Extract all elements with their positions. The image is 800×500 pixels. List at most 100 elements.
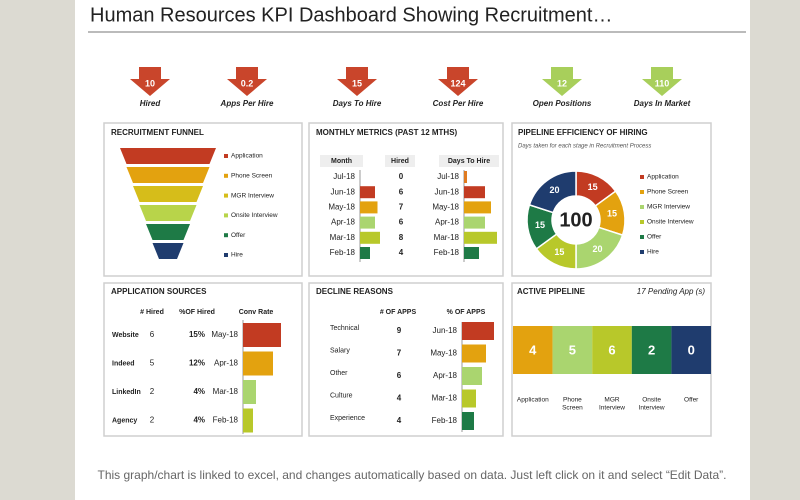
panel-title: PIPELINE EFFICIENCY OF HIRING [518, 128, 648, 137]
legend-label: Phone Screen [231, 173, 273, 180]
title: Human Resources KPI Dashboard Showing Re… [90, 4, 612, 26]
pipeline-block [671, 326, 711, 374]
kpi-arrow [337, 67, 377, 96]
column-header: # OF APPS [380, 309, 417, 316]
pipeline-value: 2 [648, 342, 655, 357]
legend-swatch [640, 175, 644, 179]
hired-value: 6 [399, 187, 404, 196]
pipeline-block [552, 326, 593, 374]
legend-swatch [640, 235, 644, 239]
pipeline-label: Offer [684, 397, 699, 404]
funnel-stage [133, 186, 203, 202]
hired-value: 2 [150, 387, 155, 396]
segment-label: 20 [592, 244, 602, 254]
kpi-arrow [642, 67, 682, 96]
days-bar [464, 186, 485, 199]
reason-name: Technical [330, 325, 360, 332]
month-label: Feb-18 [213, 416, 239, 425]
rate-bar [243, 351, 273, 376]
hired-bar [360, 231, 380, 244]
month-label: Feb-18 [432, 416, 458, 425]
kpi-label: Cost Per Hire [433, 99, 484, 108]
legend-swatch [640, 205, 644, 209]
month-label: Jun-18 [435, 187, 460, 196]
header-cell [439, 155, 499, 167]
kpi-value: 15 [352, 78, 362, 88]
month-label: Feb-18 [434, 248, 460, 257]
column-header: %OF Hired [179, 309, 215, 316]
segment-label: 20 [550, 185, 560, 195]
donut-segment [528, 170, 577, 214]
funnel-stage [139, 205, 197, 221]
panel-subtitle: Days taken for each stage in Recruitment… [518, 144, 651, 150]
apps-value: 9 [397, 326, 402, 335]
hired-value: 2 [150, 416, 155, 425]
hired-value: 7 [399, 203, 404, 212]
legend-label: Onsite Interview [647, 219, 694, 226]
panel-title: APPLICATION SOURCES [111, 287, 207, 296]
apps-value: 7 [397, 349, 402, 358]
pipeline-label: Phone [563, 397, 582, 404]
column-header: Month [331, 158, 352, 165]
segment-label: 15 [554, 247, 564, 257]
legend-swatch [224, 154, 228, 158]
month-label: Apr-18 [433, 371, 458, 380]
month-label: Mar-18 [213, 387, 239, 396]
header-cell [385, 155, 415, 167]
pipeline-value: 5 [569, 342, 576, 357]
kpi-label: Apps Per Hire [220, 99, 274, 108]
kpi-value: 124 [450, 78, 465, 88]
hired-value: 4 [399, 248, 404, 257]
days-bar [464, 231, 497, 244]
days-bar [464, 201, 491, 214]
legend-label: Application [647, 174, 679, 181]
source-name: Agency [112, 417, 137, 424]
legend-label: Application [231, 153, 263, 160]
column-header: Hired [391, 158, 409, 165]
month-label: May-18 [430, 349, 457, 358]
legend-swatch [640, 220, 644, 224]
kpi-arrow [227, 67, 267, 96]
kpi-arrow [542, 67, 582, 96]
source-name: Indeed [112, 360, 135, 367]
legend-label: MGR Interview [647, 204, 690, 211]
share-bar [462, 367, 482, 385]
legend-swatch [640, 190, 644, 194]
pipeline-value: 0 [688, 342, 695, 357]
kpi-label: Days In Market [634, 99, 691, 108]
legend-label: Hire [231, 252, 243, 259]
kpi-value: 0.2 [241, 78, 254, 88]
hired-value: 8 [399, 233, 404, 242]
funnel-stage [152, 243, 184, 259]
column-header: Conv Rate [239, 309, 274, 316]
pipeline-label: Onsite [642, 397, 661, 404]
pipeline-label: Application [517, 397, 549, 404]
share-bar [462, 389, 476, 408]
hired-value: 6 [399, 218, 404, 227]
pipeline-label: Screen [562, 405, 583, 412]
month-label: Apr-18 [331, 218, 356, 227]
segment-label: 15 [588, 182, 598, 192]
kpi-value: 10 [145, 78, 155, 88]
apps-value: 4 [397, 416, 402, 425]
legend-label: MGR Interview [231, 192, 274, 199]
pipeline-block [592, 326, 632, 374]
pipeline-block [631, 326, 672, 374]
apps-value: 6 [397, 371, 402, 380]
legend-swatch [224, 253, 228, 257]
percent-value: 4% [193, 387, 205, 396]
donut-total: 100 [559, 209, 592, 231]
reason-name: Other [330, 370, 348, 377]
month-label: Jul-18 [437, 172, 459, 181]
panel-title: DECLINE REASONS [316, 287, 394, 296]
legend-swatch [224, 233, 228, 238]
pipeline-label: Interview [599, 405, 625, 412]
panel-title: RECRUITMENT FUNNEL [111, 128, 204, 137]
kpi-arrow [130, 67, 170, 96]
rate-bar [243, 408, 253, 433]
rate-bar [243, 380, 256, 404]
source-name: Website [112, 332, 139, 339]
hired-bar [360, 201, 378, 214]
month-label: Jul-18 [333, 172, 355, 181]
